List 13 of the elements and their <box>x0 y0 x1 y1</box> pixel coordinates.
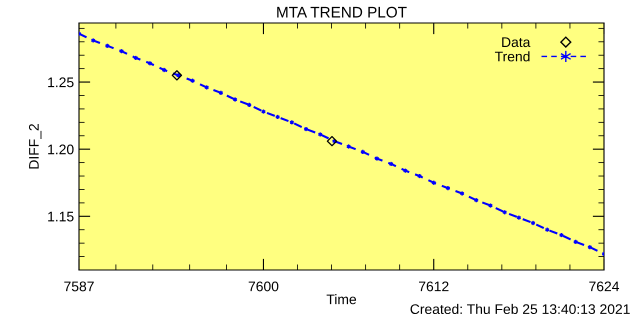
legend-label: Trend <box>494 51 530 62</box>
x-axis-title: Time <box>326 294 356 304</box>
chart-title: MTA TREND PLOT <box>277 6 407 18</box>
legend-label: Data <box>502 37 530 48</box>
x-tick-label: 7600 <box>248 281 278 292</box>
text: Created: Thu Feb 25 13:40:13 2021 <box>410 304 630 314</box>
x-tick-label: 7612 <box>418 281 448 292</box>
x-tick-label: 7587 <box>64 281 94 292</box>
y-tick-label: 1.15 <box>48 212 74 222</box>
y-tick-label: 1.25 <box>48 77 74 88</box>
x-tick-label: 7624 <box>589 281 620 292</box>
y-axis-title: DIFF_2 <box>28 124 42 169</box>
y-tick-label: 1.20 <box>48 144 74 154</box>
